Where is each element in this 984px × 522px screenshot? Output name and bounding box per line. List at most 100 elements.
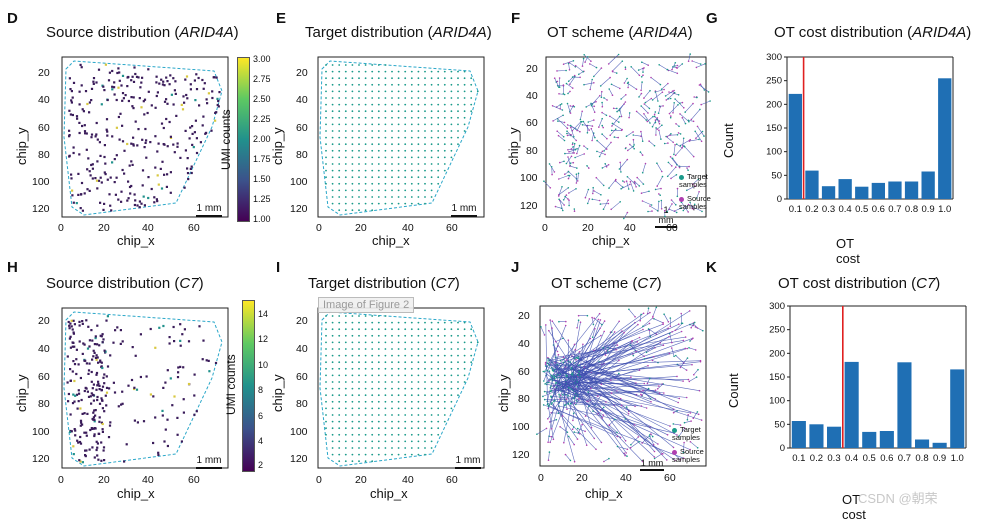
target-point [544,383,546,385]
source-spot [82,342,84,344]
source-point [641,405,643,407]
y-tick: 60 [38,122,50,134]
y-tick: 100 [512,421,530,433]
colorbar-tick: 2.00 [253,134,271,144]
target-point [550,385,552,387]
target-point [638,69,640,71]
target-spot [444,408,446,410]
target-spot [338,421,340,423]
source-point [559,77,561,79]
source-point [556,70,558,72]
target-point [604,163,606,165]
target-point [685,123,687,125]
target-spot [352,124,354,126]
source-spot [71,101,73,103]
source-spot [95,357,97,359]
target-spot [352,454,354,456]
target-spot [391,77,393,79]
target-spot [385,157,387,159]
source-spot [77,194,79,196]
target-spot [431,421,433,423]
x-tick: 60 [446,474,458,486]
source-point [628,413,630,415]
target-spot [332,143,334,145]
source-spot [89,449,91,451]
target-spot [378,97,380,99]
ot-arrow [617,104,624,112]
source-spot [87,391,89,393]
target-spot [451,361,453,363]
source-point [627,150,629,152]
source-spot [122,140,124,142]
target-spot [365,84,367,86]
x-tick: 60 [188,474,200,486]
target-spot [464,375,466,377]
source-spot [134,204,136,206]
target-spot [424,183,426,185]
panel-title: Source distribution (C7) [46,275,204,292]
ot-arrow [620,109,622,117]
source-point [639,320,641,322]
source-point [672,112,674,114]
source-point [636,111,638,113]
target-spot [332,64,334,66]
target-spot [325,355,327,357]
target-point [603,97,605,99]
target-point [649,108,651,110]
target-spot [338,460,340,462]
target-point [603,185,605,187]
source-spot [137,421,139,423]
source-spot [111,135,113,137]
source-point [635,351,637,353]
source-spot [101,399,103,401]
source-spot [118,405,120,407]
target-spot [352,203,354,205]
source-spot [92,81,94,83]
target-spot [464,124,466,126]
target-spot [477,91,479,93]
source-point [645,163,647,165]
target-spot [404,124,406,126]
source-spot [71,325,73,327]
source-point [667,434,669,436]
target-spot [398,381,400,383]
source-spot [96,359,98,361]
target-spot [444,368,446,370]
target-spot [358,441,360,443]
y-axis-label: Count [726,373,741,408]
source-spot [81,182,83,184]
source-spot [143,196,145,198]
target-point [599,156,601,158]
source-spot [100,397,102,399]
source-spot [82,353,84,355]
source-spot [72,360,74,362]
source-spot [113,382,115,384]
target-spot [385,163,387,165]
target-spot [404,117,406,119]
y-tick: 40 [38,94,50,106]
target-spot [470,91,472,93]
source-spot [78,321,80,323]
target-spot [418,203,420,205]
target-spot [371,163,373,165]
target-spot [464,97,466,99]
source-point [681,147,683,149]
source-spot [90,329,92,331]
source-spot [70,380,72,382]
target-spot [391,143,393,145]
source-point [601,384,603,386]
source-spot [106,392,108,394]
target-spot [378,203,380,205]
source-spot [107,315,109,317]
target-spot [391,176,393,178]
source-spot [118,116,120,118]
source-spot [152,395,154,397]
source-spot [134,193,136,195]
y-tick: 120 [32,453,50,465]
source-spot [104,171,106,173]
target-spot [358,328,360,330]
source-spot [123,460,125,462]
target-spot [365,64,367,66]
target-spot [352,117,354,119]
